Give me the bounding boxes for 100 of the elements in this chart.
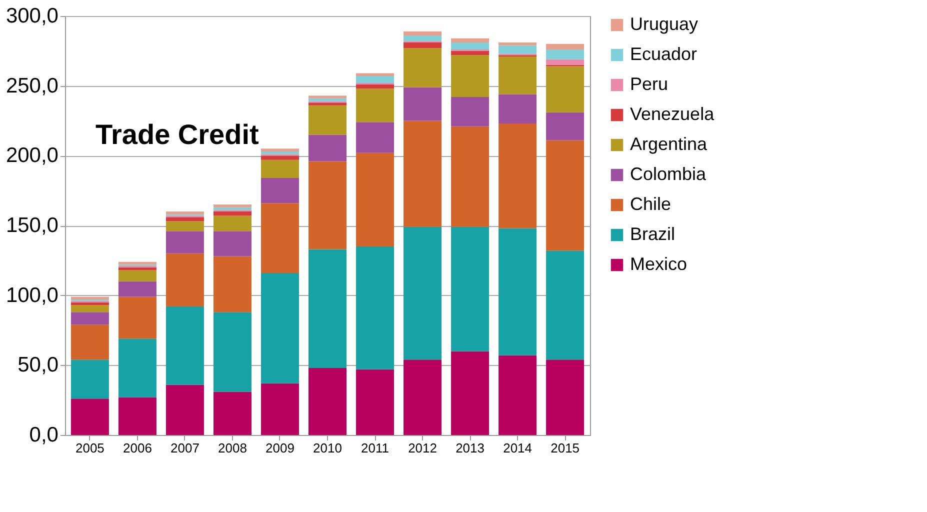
legend-label: Mexico <box>630 254 688 274</box>
bar <box>308 368 346 435</box>
bar <box>118 296 156 339</box>
bar <box>404 360 442 435</box>
legend-label: Chile <box>630 194 672 214</box>
bar <box>70 398 109 435</box>
bar <box>213 392 252 435</box>
x-tick-label: 2014 <box>503 440 532 456</box>
bar <box>451 42 490 50</box>
legend-label: Argentina <box>630 134 708 154</box>
bar <box>546 44 584 50</box>
bar <box>213 204 252 208</box>
bar <box>70 296 109 300</box>
bar <box>451 126 490 227</box>
x-tick-label: 2006 <box>122 440 152 456</box>
bar <box>498 94 537 124</box>
bar <box>70 305 109 312</box>
bar <box>404 31 442 36</box>
x-tick-label: 2008 <box>218 440 247 456</box>
legend-label: Colombia <box>630 164 708 184</box>
bar <box>308 161 346 250</box>
bar <box>546 112 584 140</box>
bar <box>260 272 299 384</box>
bar <box>356 246 394 370</box>
bar <box>498 45 537 54</box>
bar <box>260 160 299 178</box>
x-tick-label: 2013 <box>456 440 484 456</box>
legend-label: Uruguay <box>630 14 698 34</box>
bar <box>498 228 537 356</box>
x-tick-label: 2007 <box>170 440 200 456</box>
bar <box>118 270 156 282</box>
legend-label: Venezuela <box>630 104 716 124</box>
bar <box>118 281 156 297</box>
bar <box>213 312 252 392</box>
legend-label: Ecuador <box>630 44 698 64</box>
bar <box>404 36 442 42</box>
legend-label: Peru <box>630 74 668 94</box>
y-tick-label: 200,0 <box>6 144 58 168</box>
bar <box>356 84 394 89</box>
bar <box>70 324 109 360</box>
bar <box>404 48 442 88</box>
bar <box>308 134 346 162</box>
bar <box>166 217 204 222</box>
bar <box>213 212 252 216</box>
bar <box>118 397 156 435</box>
x-tick-label: 2012 <box>408 440 437 456</box>
bar <box>260 148 299 152</box>
bar <box>118 338 156 398</box>
bar <box>213 256 252 312</box>
bar <box>404 226 442 360</box>
bar <box>260 203 299 273</box>
bar <box>308 102 346 106</box>
bar <box>498 124 537 228</box>
x-tick-label: 2009 <box>266 440 294 456</box>
bar <box>213 216 252 232</box>
bar <box>546 66 584 112</box>
bar <box>451 226 490 352</box>
bar <box>166 306 204 385</box>
bar <box>451 55 490 98</box>
bar <box>498 56 537 94</box>
x-tick-label: 2015 <box>550 440 580 456</box>
legend-label: Brazil <box>630 224 676 244</box>
bar <box>546 360 584 435</box>
bar <box>451 50 490 56</box>
bar <box>166 384 204 435</box>
bar <box>498 42 537 46</box>
bar <box>356 88 394 122</box>
bar <box>70 360 109 399</box>
bar <box>546 250 584 360</box>
y-tick-label: 50,0 <box>18 354 58 377</box>
y-tick-label: 100,0 <box>6 284 58 307</box>
x-tick-label: 2010 <box>313 440 342 456</box>
bar <box>260 178 299 204</box>
bar <box>166 253 204 307</box>
y-tick-label: 0,0 <box>29 424 58 446</box>
bar <box>356 369 394 435</box>
bar <box>356 122 394 153</box>
text: Trade Credit <box>95 119 259 150</box>
bar <box>166 212 204 214</box>
x-tick-label: 2011 <box>361 440 389 456</box>
x-tick-label: 2005 <box>75 440 104 456</box>
bar <box>308 96 346 98</box>
bar <box>404 87 442 121</box>
bar <box>451 97 490 126</box>
bar <box>166 231 204 254</box>
bar <box>546 50 584 60</box>
bar <box>70 312 109 325</box>
bar <box>404 42 442 48</box>
bar <box>308 105 346 135</box>
bar <box>546 59 584 65</box>
bar <box>308 249 346 368</box>
bar <box>356 76 394 84</box>
bar <box>356 152 394 246</box>
bar <box>404 120 442 227</box>
bar <box>451 351 490 435</box>
y-tick-label: 300,0 <box>6 4 58 28</box>
bar <box>260 156 299 160</box>
bar <box>166 221 204 232</box>
bar <box>498 355 537 435</box>
bar <box>451 38 490 43</box>
